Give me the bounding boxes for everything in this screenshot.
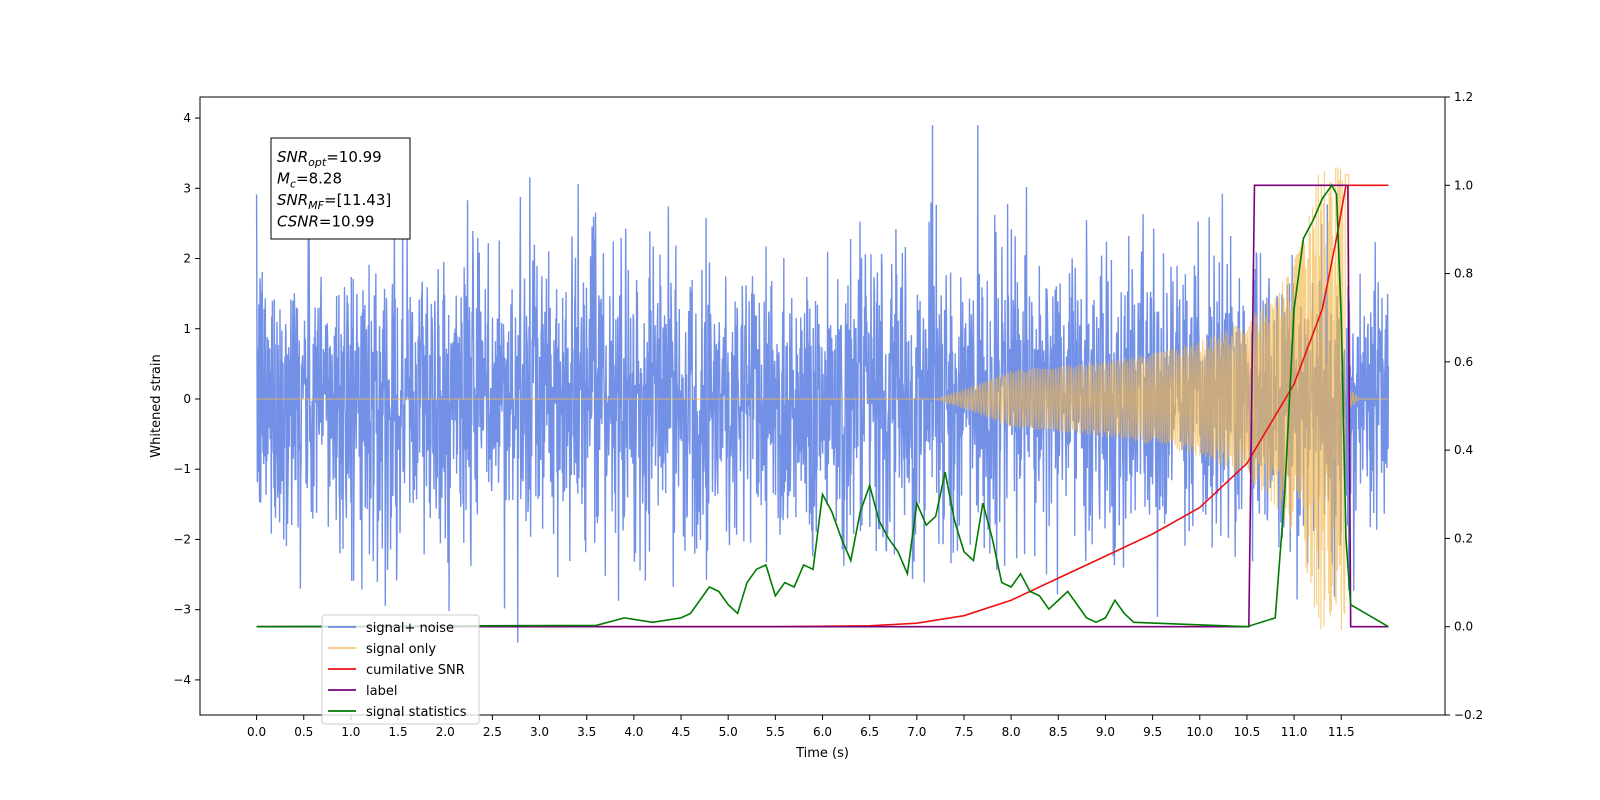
legend-box bbox=[321, 614, 480, 725]
x-tick-label: 7.0 bbox=[907, 725, 926, 739]
legend-label: label bbox=[366, 684, 397, 699]
legend-label: signal only bbox=[366, 642, 436, 657]
y-right-tick-label: 0.4 bbox=[1454, 443, 1473, 457]
x-tick-label: 5.0 bbox=[719, 725, 738, 739]
y-tick-label: −2 bbox=[173, 532, 191, 546]
x-tick-label: 1.5 bbox=[389, 725, 408, 739]
stats-box bbox=[270, 137, 411, 240]
y-right-tick-label: 0.0 bbox=[1454, 620, 1473, 634]
y-tick-label: 2 bbox=[183, 252, 191, 266]
y-right-tick-label: 1.0 bbox=[1454, 178, 1473, 192]
x-tick-label: 0.5 bbox=[294, 725, 313, 739]
legend-label: signal+ noise bbox=[366, 621, 454, 636]
x-tick-label: 9.0 bbox=[1096, 725, 1115, 739]
y-right-tick-label: 1.2 bbox=[1454, 90, 1473, 104]
y-tick-label: 3 bbox=[183, 181, 191, 195]
x-tick-label: 7.5 bbox=[954, 725, 973, 739]
series-signal-statistics bbox=[256, 183, 1389, 628]
x-tick-label: 8.0 bbox=[1002, 725, 1021, 739]
x-tick-label: 2.0 bbox=[436, 725, 455, 739]
y-axis-label: Whitened strain bbox=[149, 354, 164, 457]
x-tick-label: 8.5 bbox=[1049, 725, 1068, 739]
x-tick-label: 4.0 bbox=[624, 725, 643, 739]
x-tick-label: 10.5 bbox=[1234, 725, 1261, 739]
x-tick-label: 11.5 bbox=[1328, 725, 1355, 739]
legend-label: signal statistics bbox=[366, 705, 467, 720]
series-cumulative-snr bbox=[256, 184, 1389, 628]
stats-line: SNRMF=[11.43] bbox=[277, 191, 391, 212]
legend: signal+ noise signal only cumilative SNR la… bbox=[321, 614, 480, 725]
series-signal-only bbox=[256, 167, 1389, 631]
x-tick-label: 3.5 bbox=[577, 725, 596, 739]
legend-label: cumilative SNR bbox=[366, 663, 465, 678]
y-tick-label: 0 bbox=[183, 392, 191, 406]
y-right-tick-label: 0.6 bbox=[1454, 355, 1473, 369]
x-tick-label: 6.5 bbox=[860, 725, 879, 739]
y-right-tick-label: 0.2 bbox=[1454, 531, 1473, 545]
x-tick-label: 9.5 bbox=[1143, 725, 1162, 739]
x-tick-label: 2.5 bbox=[483, 725, 502, 739]
y-tick-label: 1 bbox=[183, 322, 191, 336]
series-label bbox=[256, 184, 1389, 628]
x-tick-label: 1.0 bbox=[341, 725, 360, 739]
x-tick-label: 11.0 bbox=[1281, 725, 1308, 739]
y-tick-label: −4 bbox=[173, 673, 191, 687]
x-tick-label: 10.0 bbox=[1186, 725, 1213, 739]
x-tick-label: 6.0 bbox=[813, 725, 832, 739]
x-tick-label: 0.0 bbox=[247, 725, 266, 739]
stats-line: Mc=8.28 bbox=[277, 170, 342, 191]
y-tick-label: −1 bbox=[173, 462, 191, 476]
y-right-tick-label: 0.8 bbox=[1454, 267, 1473, 281]
y-right-tick-label: −0.2 bbox=[1454, 708, 1483, 722]
x-tick-label: 4.5 bbox=[671, 725, 690, 739]
stats-annotation: SNRopt=10.99Mc=8.28SNRMF=[11.43]CSNR=10.… bbox=[270, 137, 411, 240]
x-axis-label: Time (s) bbox=[795, 746, 849, 761]
plot-area bbox=[255, 125, 1390, 643]
y-tick-label: −3 bbox=[173, 603, 191, 617]
stats-line: SNRopt=10.99 bbox=[277, 148, 382, 169]
stats-line: CSNR=10.99 bbox=[277, 213, 374, 231]
axes: 0.0 0.5 1.0 1.5 2.0 2.5 3.0 3.5 4.0 4.5 5.0 5.5 6.0 6… bbox=[149, 90, 1483, 761]
x-tick-label: 3.0 bbox=[530, 725, 549, 739]
x-tick-label: 5.5 bbox=[766, 725, 785, 739]
y-tick-label: 4 bbox=[183, 111, 191, 125]
